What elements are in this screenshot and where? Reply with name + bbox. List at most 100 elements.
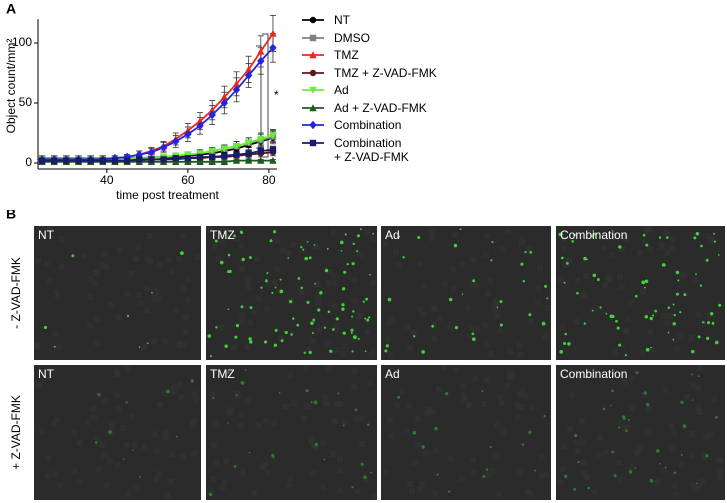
data-point <box>309 69 317 76</box>
texture <box>301 415 308 422</box>
texture <box>495 491 502 498</box>
texture <box>622 327 629 334</box>
texture <box>329 229 336 236</box>
texture <box>558 276 565 283</box>
cell-signal <box>351 262 355 266</box>
texture <box>497 327 504 334</box>
cell-signal <box>126 314 130 318</box>
texture <box>459 261 466 268</box>
texture <box>429 409 436 416</box>
texture <box>616 460 623 467</box>
texture <box>466 332 473 339</box>
cell-signal <box>351 486 354 489</box>
legend-label: DMSO <box>334 30 370 45</box>
cell-signal <box>667 306 671 310</box>
cell-signal <box>690 373 693 376</box>
texture <box>176 256 183 263</box>
texture <box>53 288 60 295</box>
texture <box>58 264 65 271</box>
texture <box>95 466 102 473</box>
texture <box>246 284 253 291</box>
texture <box>609 251 616 258</box>
cell-signal <box>499 300 503 304</box>
texture <box>176 381 183 388</box>
cell-signal <box>287 257 290 259</box>
data-point <box>184 130 192 139</box>
data-point <box>196 121 204 130</box>
texture <box>34 342 41 349</box>
texture <box>496 394 503 401</box>
texture <box>688 335 695 342</box>
data-point <box>257 135 265 143</box>
cell-signal <box>234 335 238 339</box>
data-point <box>220 158 229 165</box>
texture <box>333 347 340 354</box>
texture <box>689 232 696 239</box>
texture <box>579 417 586 424</box>
texture <box>330 272 337 279</box>
texture <box>234 235 241 242</box>
texture <box>664 249 671 256</box>
micrograph-label: Combination <box>560 228 627 242</box>
cell-signal <box>289 300 293 304</box>
data-point <box>123 157 131 164</box>
cell-signal <box>227 270 231 274</box>
texture <box>688 430 695 437</box>
texture <box>194 254 201 261</box>
cell-signal <box>659 462 661 465</box>
legend-swatch <box>302 139 324 146</box>
legend-swatch <box>302 34 324 41</box>
texture <box>569 392 576 399</box>
texture <box>278 335 285 342</box>
data-point <box>233 151 240 158</box>
cell-signal <box>454 325 459 330</box>
texture <box>695 404 702 411</box>
data-point <box>244 65 253 73</box>
texture <box>516 342 523 349</box>
texture <box>274 237 281 244</box>
texture <box>662 386 669 393</box>
texture <box>351 368 358 375</box>
texture <box>500 429 507 436</box>
texture <box>561 443 568 450</box>
cell-signal <box>641 280 646 285</box>
texture <box>354 488 361 495</box>
texture <box>485 290 492 297</box>
texture <box>576 375 583 382</box>
cell-signal <box>350 328 354 332</box>
texture <box>684 393 691 400</box>
micrograph: NT <box>34 226 201 360</box>
texture <box>596 451 603 458</box>
data-point <box>269 43 277 52</box>
cell-signal <box>397 395 401 399</box>
texture <box>128 413 135 420</box>
cell-signal <box>324 268 329 273</box>
texture <box>136 292 143 299</box>
texture <box>237 243 244 250</box>
texture <box>696 409 703 416</box>
texture <box>92 270 99 277</box>
cell-signal <box>528 313 532 317</box>
micrograph-label: TMZ <box>210 228 235 242</box>
texture <box>87 276 94 283</box>
cell-signal <box>683 293 687 297</box>
texture <box>437 315 444 322</box>
cell-signal <box>571 240 575 243</box>
cell-signal <box>341 287 346 291</box>
texture <box>337 456 344 463</box>
texture <box>271 419 278 426</box>
x-tick-label: 80 <box>262 173 276 187</box>
cell-signal <box>574 233 577 236</box>
texture <box>271 279 278 286</box>
texture <box>190 420 197 427</box>
cell-signal <box>323 326 327 329</box>
texture <box>634 449 641 456</box>
texture <box>99 262 106 269</box>
data-point <box>208 153 216 161</box>
texture <box>168 268 175 275</box>
texture <box>285 249 292 256</box>
cell-signal <box>697 375 700 378</box>
texture <box>369 348 376 355</box>
cell-signal <box>667 331 670 334</box>
texture <box>696 482 703 489</box>
